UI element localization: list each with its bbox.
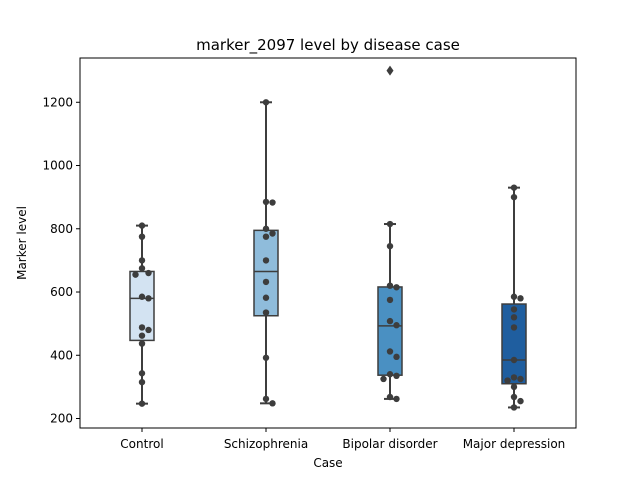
data-point xyxy=(132,271,139,278)
x-tick-label: Schizophrenia xyxy=(224,437,308,451)
data-point xyxy=(504,377,511,384)
data-point xyxy=(393,395,400,403)
y-axis-label: Marker level xyxy=(15,206,29,280)
data-point xyxy=(393,284,400,291)
data-point xyxy=(262,233,270,240)
data-point xyxy=(510,293,518,300)
data-point xyxy=(262,294,270,301)
data-point xyxy=(138,257,146,264)
data-point xyxy=(138,332,146,339)
data-point xyxy=(262,278,270,286)
data-point xyxy=(386,371,394,378)
chart-title: marker_2097 level by disease case xyxy=(196,36,460,55)
data-point xyxy=(380,375,387,383)
data-point xyxy=(510,404,518,411)
data-point xyxy=(138,222,146,229)
outlier-marker xyxy=(386,65,394,76)
plot-area-frame xyxy=(79,57,577,429)
data-point xyxy=(510,356,518,364)
data-point xyxy=(517,295,524,302)
data-point xyxy=(138,324,146,331)
y-tick-label: 1000 xyxy=(42,159,73,173)
data-point xyxy=(262,309,270,316)
data-point xyxy=(386,296,394,304)
data-point xyxy=(517,375,524,383)
data-point xyxy=(262,354,270,361)
data-point xyxy=(269,400,276,407)
data-point xyxy=(138,400,146,407)
data-point xyxy=(262,395,270,403)
data-point xyxy=(517,397,524,405)
y-tick-label: 600 xyxy=(50,285,73,299)
y-tick-label: 800 xyxy=(50,222,73,236)
data-point xyxy=(386,393,394,401)
y-tick-label: 1200 xyxy=(42,95,73,109)
data-point xyxy=(145,269,152,277)
data-point xyxy=(269,230,276,237)
x-axis-label: Case xyxy=(313,456,342,470)
data-point xyxy=(510,383,518,391)
data-point xyxy=(510,324,518,331)
points-group xyxy=(132,99,524,411)
data-point xyxy=(393,322,400,329)
data-point xyxy=(138,265,146,272)
data-point xyxy=(393,353,400,361)
data-point xyxy=(262,198,270,206)
data-point xyxy=(145,326,152,334)
data-point xyxy=(262,257,270,264)
data-point xyxy=(510,193,518,201)
data-point xyxy=(510,374,518,381)
x-tick-label: Control xyxy=(120,437,163,451)
data-point xyxy=(386,220,394,228)
data-point xyxy=(138,370,146,377)
x-tick-label: Major depression xyxy=(463,437,566,451)
data-point xyxy=(393,372,400,380)
y-tick-label: 200 xyxy=(50,412,73,426)
data-point xyxy=(138,340,146,347)
data-point xyxy=(386,282,394,289)
x-axis: Control Schizophrenia Bipolar disorder Majo… xyxy=(120,428,565,451)
data-point xyxy=(386,348,394,355)
data-point xyxy=(138,293,146,300)
data-point xyxy=(138,378,146,386)
data-point xyxy=(386,317,394,325)
data-point xyxy=(262,225,270,232)
data-point xyxy=(386,242,394,250)
y-axis: 200 400 600 800 1000 1200 xyxy=(42,95,80,426)
box-control xyxy=(129,224,155,405)
y-tick-label: 400 xyxy=(50,348,73,362)
boxes-group xyxy=(129,65,527,409)
box-iqr xyxy=(253,229,279,317)
data-point xyxy=(510,306,518,313)
data-point xyxy=(138,233,146,240)
data-point xyxy=(510,314,518,321)
data-point xyxy=(510,184,518,191)
data-point xyxy=(145,295,152,302)
x-tick-label: Bipolar disorder xyxy=(342,437,437,451)
data-point xyxy=(510,393,518,401)
data-point xyxy=(269,199,276,206)
data-point xyxy=(262,99,270,106)
